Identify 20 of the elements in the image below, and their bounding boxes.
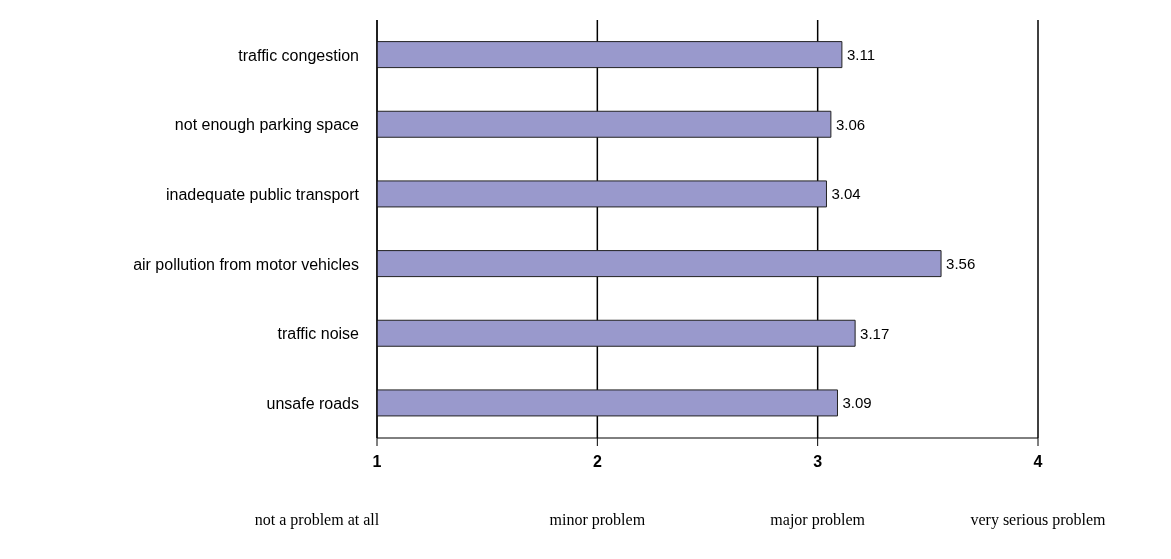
text: major problem bbox=[770, 511, 865, 529]
data-label: 3.06 bbox=[835, 115, 866, 133]
text: minor problem bbox=[549, 511, 646, 529]
y-tick-label: air pollution from motor vehicles bbox=[133, 255, 359, 273]
y-tick-label: traffic noise bbox=[277, 325, 360, 343]
text: very serious problem bbox=[970, 511, 1106, 529]
y-tick-label: unsafe roads bbox=[266, 394, 359, 412]
data-label: 3.11 bbox=[846, 45, 875, 63]
x-tick-label: 2 bbox=[592, 453, 602, 471]
x-tick-label: 1 bbox=[372, 453, 382, 471]
data-label: 3.09 bbox=[842, 394, 872, 412]
x-tick-label: 4 bbox=[1033, 453, 1043, 471]
data-label: 3.56 bbox=[946, 254, 976, 272]
y-tick-label: traffic congestion bbox=[238, 46, 359, 64]
data-label: 3.17 bbox=[860, 324, 890, 342]
y-tick-label: not enough parking space bbox=[174, 116, 360, 134]
x-tick-label: 3 bbox=[813, 453, 823, 471]
y-tick-label: inadequate public transport bbox=[165, 185, 360, 203]
text: not a problem at all bbox=[254, 511, 380, 529]
data-label: 3.04 bbox=[831, 185, 861, 203]
